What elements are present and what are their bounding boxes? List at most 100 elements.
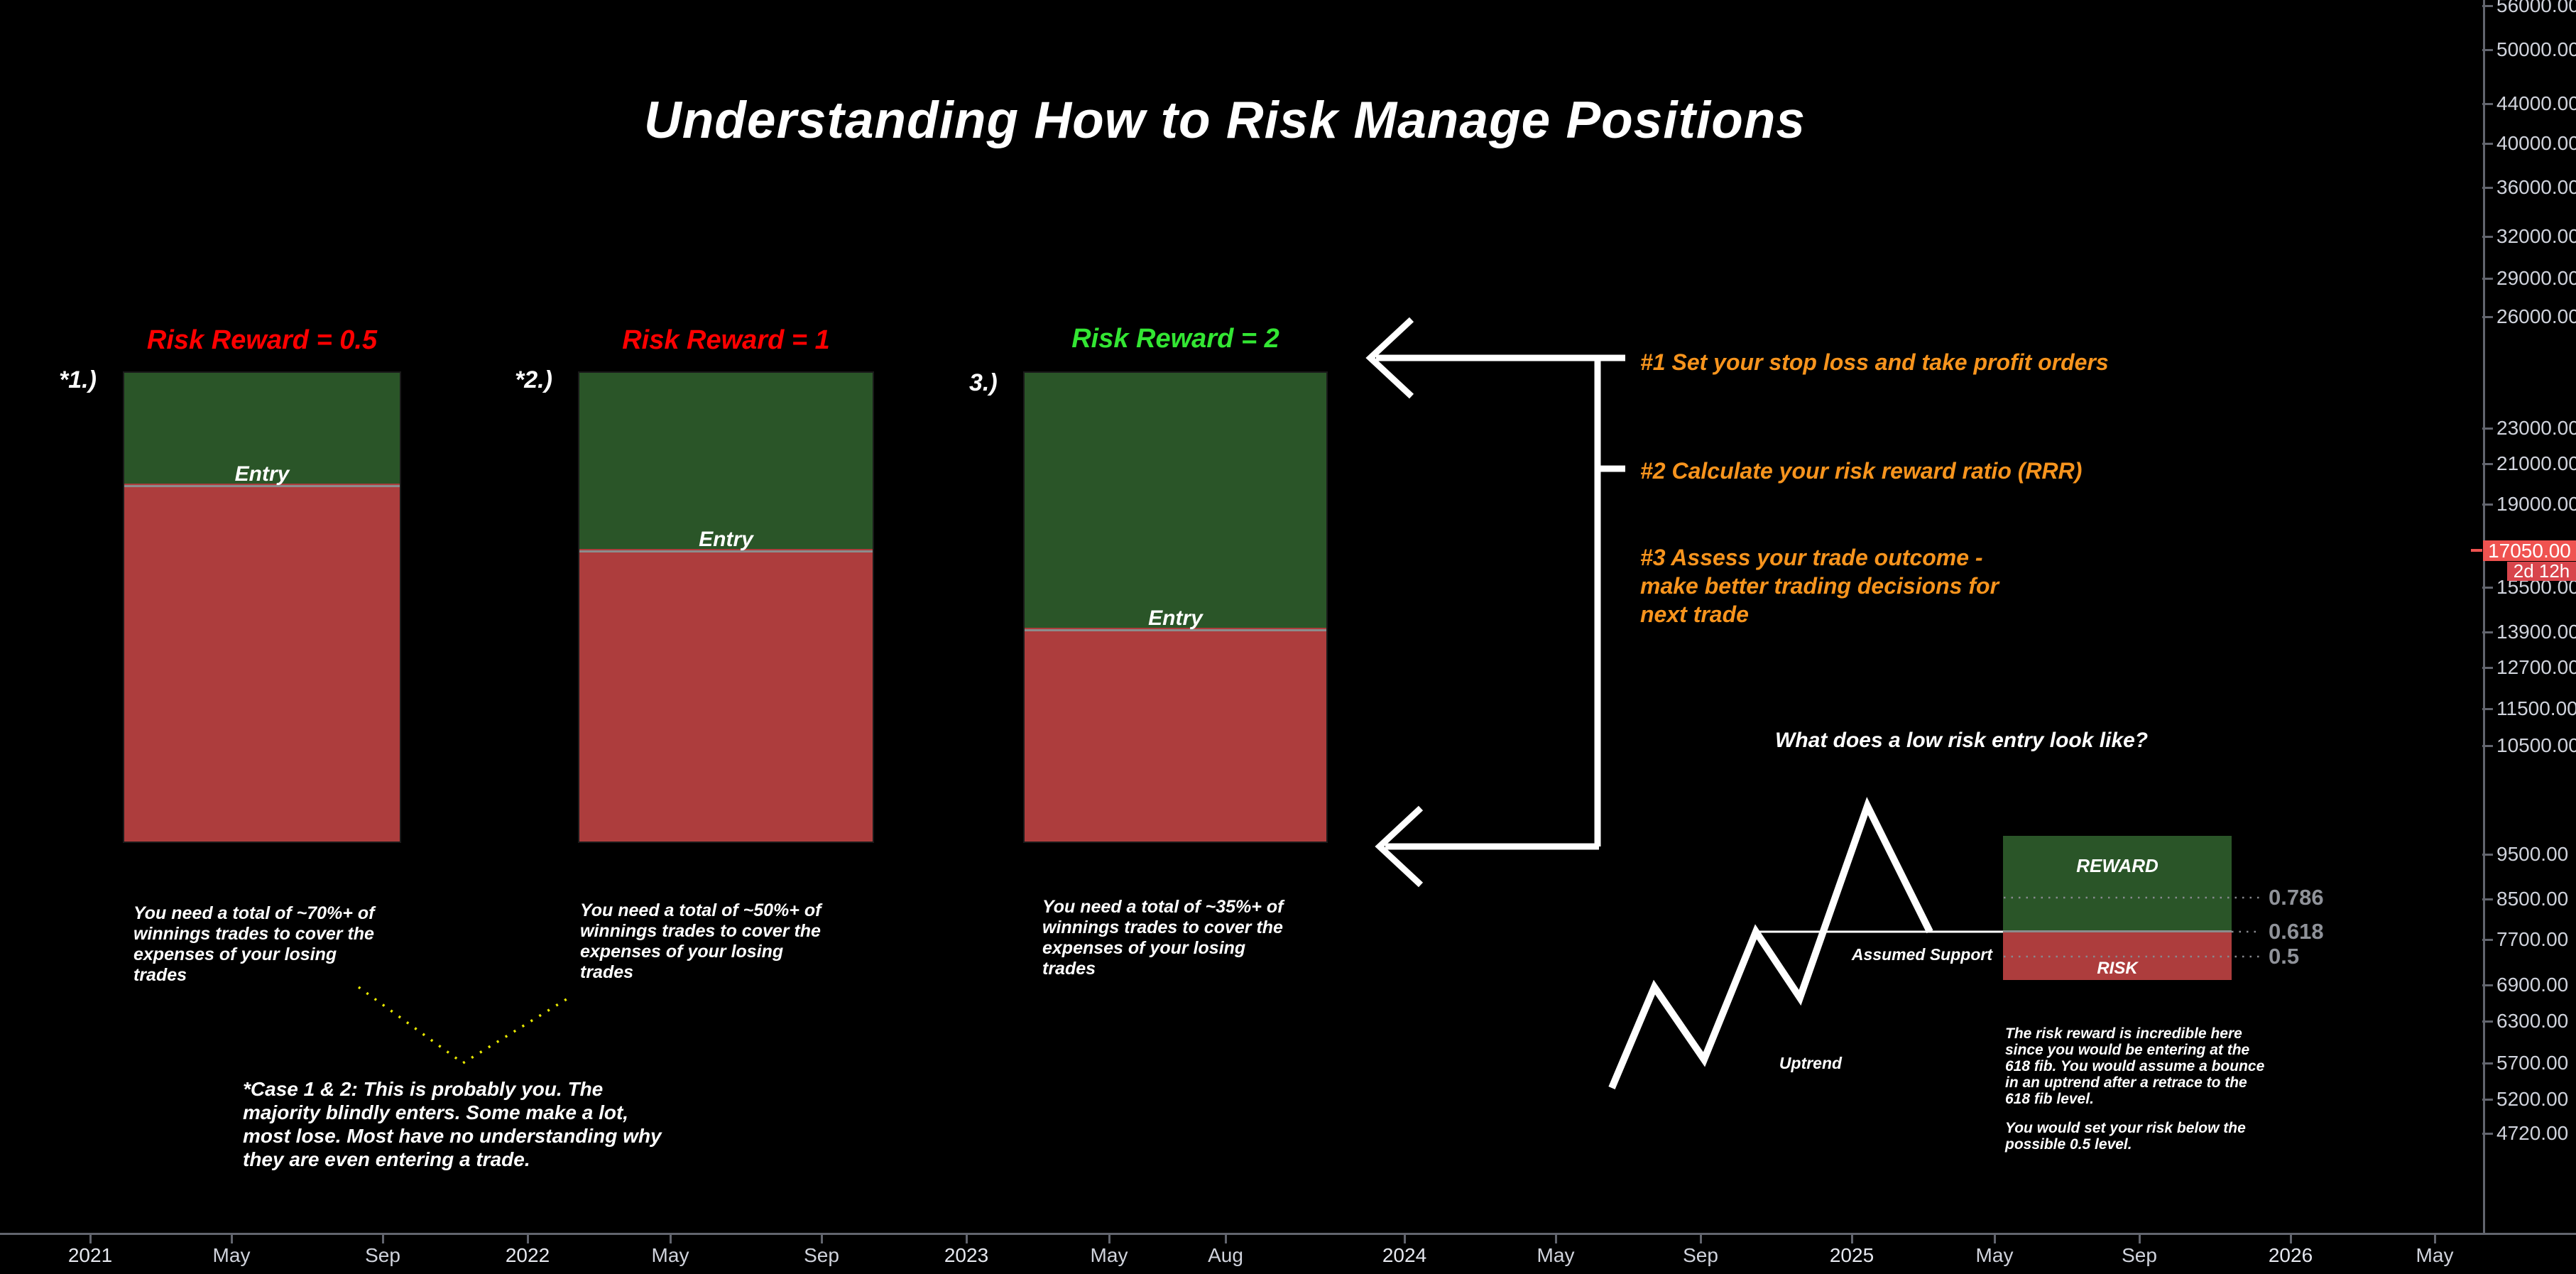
price-axis-line bbox=[2483, 0, 2485, 1235]
price-axis-tick bbox=[2482, 316, 2493, 318]
price-axis-label: 32000.00 bbox=[2496, 225, 2576, 247]
price-axis-tick bbox=[2482, 984, 2493, 986]
price-axis-tick bbox=[2482, 5, 2493, 7]
price-axis-tick bbox=[2482, 187, 2493, 189]
price-axis-label: 6900.00 bbox=[2496, 974, 2569, 996]
time-axis-tick bbox=[231, 1235, 233, 1243]
step-1-text: #1 Set your stop loss and take profit or… bbox=[1640, 349, 2109, 375]
uptrend-label: Uptrend bbox=[1779, 1054, 1843, 1072]
price-axis-tick bbox=[2482, 745, 2493, 747]
price-axis-tick bbox=[2482, 1099, 2493, 1101]
case1-risk-zone bbox=[124, 484, 400, 842]
price-axis-label: 36000.00 bbox=[2496, 176, 2576, 198]
time-axis-label: May bbox=[2416, 1244, 2454, 1266]
fib-level-label: 0.618 bbox=[2269, 919, 2324, 944]
price-axis-label: 5700.00 bbox=[2496, 1052, 2569, 1074]
fib-level-label: 0.5 bbox=[2269, 944, 2300, 969]
case2-entry-label: Entry bbox=[699, 528, 753, 551]
mini-entry-line bbox=[2003, 930, 2232, 932]
price-axis-label: 10500.00 bbox=[2496, 734, 2576, 756]
time-axis-tick bbox=[966, 1235, 968, 1243]
price-axis-label: 5200.00 bbox=[2496, 1088, 2569, 1110]
assumed-support-label: Assumed Support bbox=[1851, 945, 1992, 964]
price-axis-label: 9500.00 bbox=[2496, 843, 2569, 865]
price-axis-label: 29000.00 bbox=[2496, 267, 2576, 289]
time-axis-tick bbox=[1404, 1235, 1406, 1243]
case3-risk-zone bbox=[1025, 628, 1326, 842]
price-axis-label: 7700.00 bbox=[2496, 928, 2569, 950]
price-axis-label: 13900.00 bbox=[2496, 621, 2576, 643]
price-axis-tick bbox=[2482, 1020, 2493, 1023]
time-axis-label: Aug bbox=[1208, 1244, 1243, 1266]
price-axis-label: 8500.00 bbox=[2496, 888, 2569, 910]
case1-note: You need a total of ~70%+ of winnings tr… bbox=[133, 903, 375, 985]
time-axis-tick bbox=[382, 1235, 384, 1243]
bracket-connector-lines bbox=[1365, 317, 1625, 888]
case1-index-label: *1.) bbox=[59, 366, 97, 393]
time-axis-label: May bbox=[1537, 1244, 1575, 1266]
price-axis-tick bbox=[2482, 236, 2493, 238]
time-axis-tick bbox=[1555, 1235, 1557, 1243]
case3-entry-label: Entry bbox=[1148, 606, 1203, 630]
price-axis-tick bbox=[2482, 49, 2493, 51]
price-axis-tick bbox=[2482, 1062, 2493, 1065]
price-axis-tick bbox=[2482, 667, 2493, 669]
price-axis-label: 40000.00 bbox=[2496, 132, 2576, 154]
time-axis-label: 2024 bbox=[1382, 1244, 1427, 1266]
time-axis-label: May bbox=[651, 1244, 689, 1266]
time-axis-tick bbox=[2290, 1235, 2292, 1243]
price-axis-label: 26000.00 bbox=[2496, 305, 2576, 327]
time-axis-tick bbox=[670, 1235, 672, 1243]
time-axis-tick bbox=[2139, 1235, 2141, 1243]
mini-reward-box[interactable] bbox=[2003, 836, 2232, 932]
time-axis-tick bbox=[821, 1235, 823, 1243]
time-axis-tick bbox=[1851, 1235, 1853, 1243]
price-axis-tick bbox=[2482, 463, 2493, 465]
case3-risk-reward-box[interactable]: Entry bbox=[1023, 371, 1328, 843]
case3-header: Risk Reward = 2 bbox=[1071, 324, 1279, 354]
case2-note: You need a total of ~50%+ of winnings tr… bbox=[580, 900, 822, 982]
page-title: Understanding How to Risk Manage Positio… bbox=[644, 92, 1806, 149]
price-axis-label: 6300.00 bbox=[2496, 1010, 2569, 1032]
case-footnote: *Case 1 & 2: This is probably you. The m… bbox=[243, 1078, 662, 1170]
time-axis-label: Sep bbox=[365, 1244, 400, 1266]
time-axis-label: Sep bbox=[2122, 1244, 2157, 1266]
time-axis-label: 2025 bbox=[1829, 1244, 1874, 1266]
time-axis-tick bbox=[89, 1235, 92, 1243]
time-axis-tick bbox=[1994, 1235, 1996, 1243]
price-axis-tick bbox=[2482, 939, 2493, 941]
risk-placement-note: You would set your risk below the possib… bbox=[2005, 1120, 2246, 1153]
case2-risk-zone bbox=[579, 549, 873, 842]
last-price-tick bbox=[2471, 549, 2482, 552]
time-axis-tick bbox=[2434, 1235, 2436, 1243]
step-3-text: #3 Assess your trade outcome - make bett… bbox=[1640, 545, 1999, 627]
price-axis-label: 23000.00 bbox=[2496, 417, 2576, 439]
time-axis-tick bbox=[1700, 1235, 1702, 1243]
price-axis-tick bbox=[2482, 631, 2493, 633]
case3-note: You need a total of ~35%+ of winnings tr… bbox=[1042, 897, 1284, 979]
price-axis-label: 19000.00 bbox=[2496, 493, 2576, 515]
yellow-dotted-connector bbox=[357, 986, 573, 1065]
step-2-text: #2 Calculate your risk reward ratio (RRR… bbox=[1640, 458, 2083, 484]
left-arrowhead-bottom-icon bbox=[1375, 805, 1424, 888]
time-axis-label: 2022 bbox=[505, 1244, 550, 1266]
price-axis-label: 21000.00 bbox=[2496, 452, 2576, 474]
case1-risk-reward-box[interactable]: Entry bbox=[123, 371, 401, 843]
time-axis-label: Sep bbox=[1683, 1244, 1718, 1266]
case2-reward-zone bbox=[579, 373, 873, 552]
price-axis-label: 12700.00 bbox=[2496, 656, 2576, 678]
price-axis-tick bbox=[2482, 103, 2493, 105]
case2-index-label: *2.) bbox=[515, 366, 552, 393]
time-axis-label: 2026 bbox=[2268, 1244, 2313, 1266]
low-risk-question: What does a low risk entry look like? bbox=[1775, 729, 2149, 752]
time-axis-line bbox=[0, 1233, 2576, 1235]
case2-risk-reward-box[interactable]: Entry bbox=[578, 371, 874, 843]
time-axis-label: May bbox=[212, 1244, 251, 1266]
price-axis-label: 4720.00 bbox=[2496, 1122, 2569, 1144]
price-axis-tick bbox=[2482, 143, 2493, 145]
mini-reward-label: REWARD bbox=[2076, 855, 2159, 876]
time-axis-tick bbox=[1225, 1235, 1227, 1243]
fib-level-label: 0.786 bbox=[2269, 885, 2324, 910]
price-axis-tick bbox=[2482, 898, 2493, 900]
